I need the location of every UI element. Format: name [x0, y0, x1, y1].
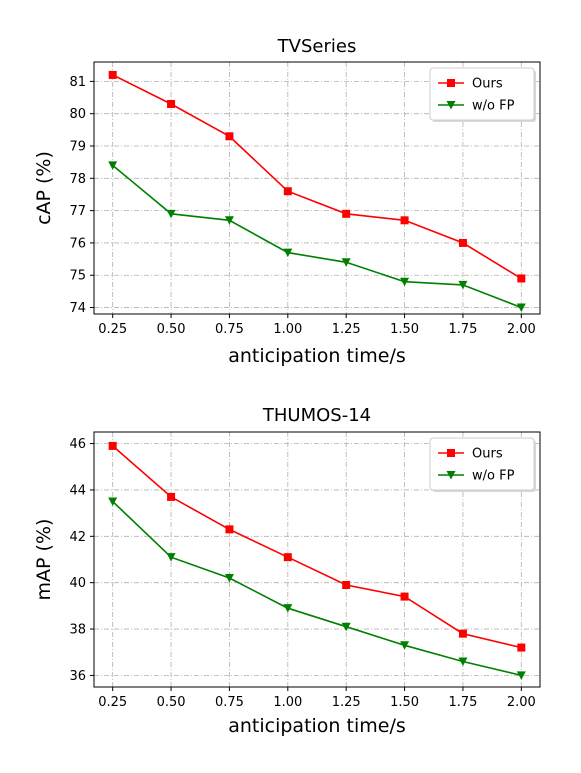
x-axis-label: anticipation time/s — [228, 345, 406, 367]
data-point — [166, 553, 176, 562]
data-point — [516, 303, 526, 313]
y-tick-label: 79 — [69, 140, 86, 155]
x-tick-label: 1.25 — [332, 695, 361, 710]
data-point — [167, 492, 176, 501]
plot-frame — [93, 61, 541, 315]
x-tick-label: 0.50 — [157, 322, 186, 337]
series-wo-fp — [108, 161, 526, 313]
data-point — [167, 100, 176, 108]
data-point — [458, 629, 467, 638]
y-tick-label: 46 — [69, 437, 86, 452]
chart-title: TVSeries — [277, 36, 357, 57]
data-point — [108, 441, 117, 450]
data-point — [458, 238, 467, 247]
data-point — [341, 258, 351, 267]
legend-box — [429, 437, 535, 491]
x-tick-label: 1.00 — [273, 695, 302, 710]
y-tick-label: 80 — [69, 107, 86, 122]
series-ours — [108, 441, 526, 652]
legend-label: Ours — [472, 447, 503, 462]
data-point — [283, 604, 293, 613]
data-point — [342, 581, 351, 589]
data-point — [224, 216, 234, 225]
legend-label: Ours — [472, 77, 503, 92]
legend-label: w/o FP — [472, 99, 515, 114]
y-tick-label: 75 — [69, 269, 86, 284]
legend-marker — [446, 471, 456, 480]
y-tick-label: 76 — [69, 236, 86, 251]
x-tick-label: 0.50 — [157, 695, 186, 710]
y-tick-label: 78 — [69, 172, 86, 187]
chart-thumos14: THUMOS-14 anticipation time/s mAP (%) 0.… — [33, 405, 541, 737]
y-tick-label: 81 — [69, 75, 86, 90]
data-point — [225, 525, 234, 534]
data-point — [517, 274, 526, 283]
legend: Ours w/o FP — [429, 67, 536, 122]
data-point — [400, 592, 409, 601]
legend-box — [429, 67, 535, 121]
x-axis-label: anticipation time/s — [228, 715, 406, 737]
y-axis-label: mAP (%) — [33, 519, 55, 601]
y-tick-label: 40 — [69, 576, 86, 591]
series-line — [112, 445, 522, 649]
x-tick-label: 1.50 — [390, 695, 419, 710]
y-axis-label: cAP (%) — [33, 151, 55, 225]
data-point — [166, 209, 176, 219]
y-tick-label: 44 — [69, 483, 86, 498]
x-tick-label: 0.75 — [215, 695, 244, 710]
x-tick-label: 0.75 — [215, 322, 244, 337]
x-tick-label: 2.00 — [507, 695, 536, 710]
data-point — [342, 209, 351, 218]
data-point — [108, 497, 118, 507]
data-point — [108, 161, 118, 170]
data-point — [341, 622, 351, 632]
data-point — [400, 277, 410, 287]
chart-title: THUMOS-14 — [262, 405, 371, 426]
data-point — [400, 641, 410, 650]
x-tick-label: 0.25 — [98, 695, 127, 710]
data-point — [283, 248, 293, 258]
data-point — [225, 132, 234, 141]
legend-marker — [446, 101, 456, 110]
series-wo-fp — [108, 497, 526, 680]
x-tick-label: 1.00 — [273, 322, 302, 337]
data-point — [458, 280, 468, 290]
y-tick-label: 38 — [69, 623, 86, 638]
data-point — [400, 216, 409, 225]
y-tick-label: 77 — [69, 204, 86, 219]
series-line — [112, 74, 522, 280]
data-point — [224, 574, 234, 583]
data-point — [517, 643, 526, 652]
data-point — [283, 187, 292, 196]
y-tick-label: 42 — [69, 530, 86, 545]
data-point — [458, 657, 468, 666]
legend-label: w/o FP — [472, 469, 515, 484]
data-point — [516, 671, 526, 680]
legend-marker — [447, 449, 455, 457]
series-line — [112, 500, 522, 677]
x-tick-label: 2.00 — [507, 322, 536, 337]
legend-marker — [447, 79, 455, 87]
x-tick-label: 0.25 — [98, 322, 127, 337]
data-point — [283, 553, 292, 562]
series-line — [112, 164, 522, 309]
series-ours — [108, 70, 526, 283]
plot-frame — [93, 431, 541, 688]
y-tick-label: 36 — [69, 669, 86, 684]
x-tick-label: 1.75 — [448, 322, 477, 337]
y-tick-label: 74 — [69, 301, 86, 316]
x-tick-label: 1.75 — [448, 695, 477, 710]
chart-tvseries: TVSeries anticipation time/s cAP (%) 0.2… — [33, 36, 541, 367]
grid — [94, 62, 540, 314]
x-tick-label: 1.50 — [390, 322, 419, 337]
x-tick-label: 1.25 — [332, 322, 361, 337]
legend: Ours w/o FP — [429, 437, 536, 492]
data-point — [108, 70, 117, 79]
